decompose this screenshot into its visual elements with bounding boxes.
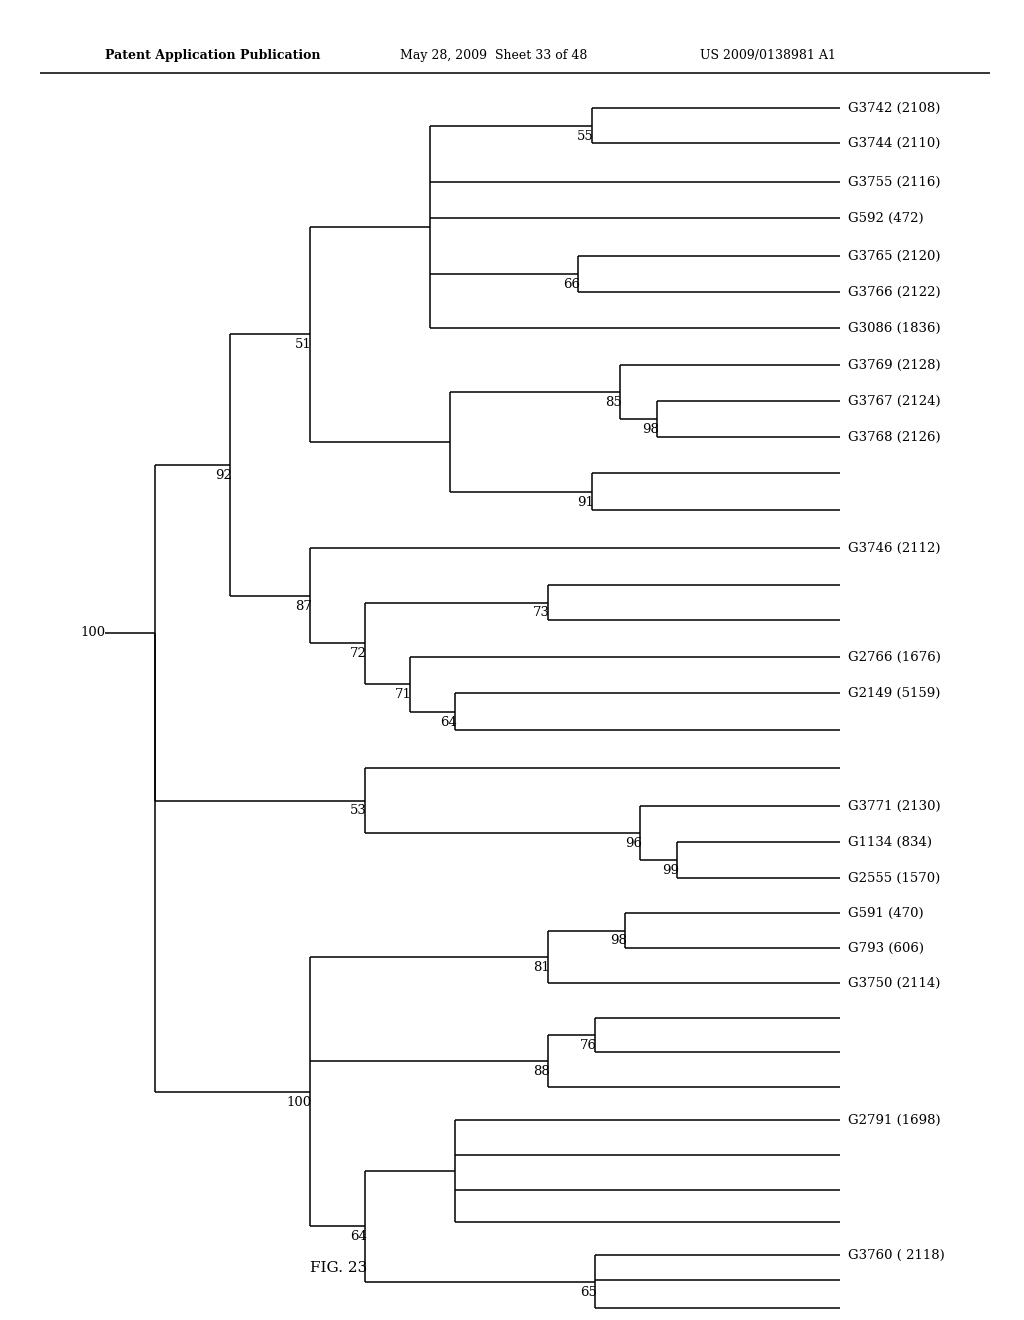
Text: 87: 87 <box>295 599 312 612</box>
Text: 66: 66 <box>563 279 580 290</box>
Text: May 28, 2009  Sheet 33 of 48: May 28, 2009 Sheet 33 of 48 <box>400 49 588 62</box>
Text: G3765 (2120): G3765 (2120) <box>848 249 940 263</box>
Text: G3766 (2122): G3766 (2122) <box>848 285 941 298</box>
Text: 64: 64 <box>440 715 457 729</box>
Text: G3744 (2110): G3744 (2110) <box>848 136 940 149</box>
Text: 51: 51 <box>295 338 312 351</box>
Text: G2791 (1698): G2791 (1698) <box>848 1114 941 1126</box>
Text: G2149 (5159): G2149 (5159) <box>848 686 940 700</box>
Text: 88: 88 <box>534 1065 550 1078</box>
Text: 81: 81 <box>534 961 550 974</box>
Text: US 2009/0138981 A1: US 2009/0138981 A1 <box>700 49 836 62</box>
Text: G793 (606): G793 (606) <box>848 941 924 954</box>
Text: G3750 (2114): G3750 (2114) <box>848 977 940 990</box>
Text: G3771 (2130): G3771 (2130) <box>848 800 941 813</box>
Text: 99: 99 <box>662 865 679 876</box>
Text: 71: 71 <box>395 688 412 701</box>
Text: G3742 (2108): G3742 (2108) <box>848 102 940 115</box>
Text: 98: 98 <box>610 935 627 948</box>
Text: Patent Application Publication: Patent Application Publication <box>105 49 321 62</box>
Text: FIG. 23: FIG. 23 <box>310 1261 368 1275</box>
Text: G3768 (2126): G3768 (2126) <box>848 430 941 444</box>
Text: 91: 91 <box>578 495 594 508</box>
Text: G3767 (2124): G3767 (2124) <box>848 395 941 408</box>
Text: G592 (472): G592 (472) <box>848 211 924 224</box>
Text: 100: 100 <box>287 1096 312 1109</box>
Text: 72: 72 <box>350 647 367 660</box>
Text: 100: 100 <box>80 626 105 639</box>
Text: G3769 (2128): G3769 (2128) <box>848 359 941 371</box>
Text: G3760 ( 2118): G3760 ( 2118) <box>848 1249 945 1262</box>
Text: G2555 (1570): G2555 (1570) <box>848 871 940 884</box>
Text: G591 (470): G591 (470) <box>848 907 924 920</box>
Text: 85: 85 <box>605 396 622 409</box>
Text: G1134 (834): G1134 (834) <box>848 836 932 849</box>
Text: 73: 73 <box>534 606 550 619</box>
Text: 53: 53 <box>350 804 367 817</box>
Text: G3755 (2116): G3755 (2116) <box>848 176 940 189</box>
Text: 64: 64 <box>350 1230 367 1243</box>
Text: 96: 96 <box>625 837 642 850</box>
Text: G2766 (1676): G2766 (1676) <box>848 651 941 664</box>
Text: G3086 (1836): G3086 (1836) <box>848 322 941 334</box>
Text: 92: 92 <box>215 469 232 482</box>
Text: 76: 76 <box>580 1039 597 1052</box>
Text: 65: 65 <box>581 1286 597 1299</box>
Text: 55: 55 <box>578 129 594 143</box>
Text: G3746 (2112): G3746 (2112) <box>848 541 940 554</box>
Text: 98: 98 <box>642 422 659 436</box>
